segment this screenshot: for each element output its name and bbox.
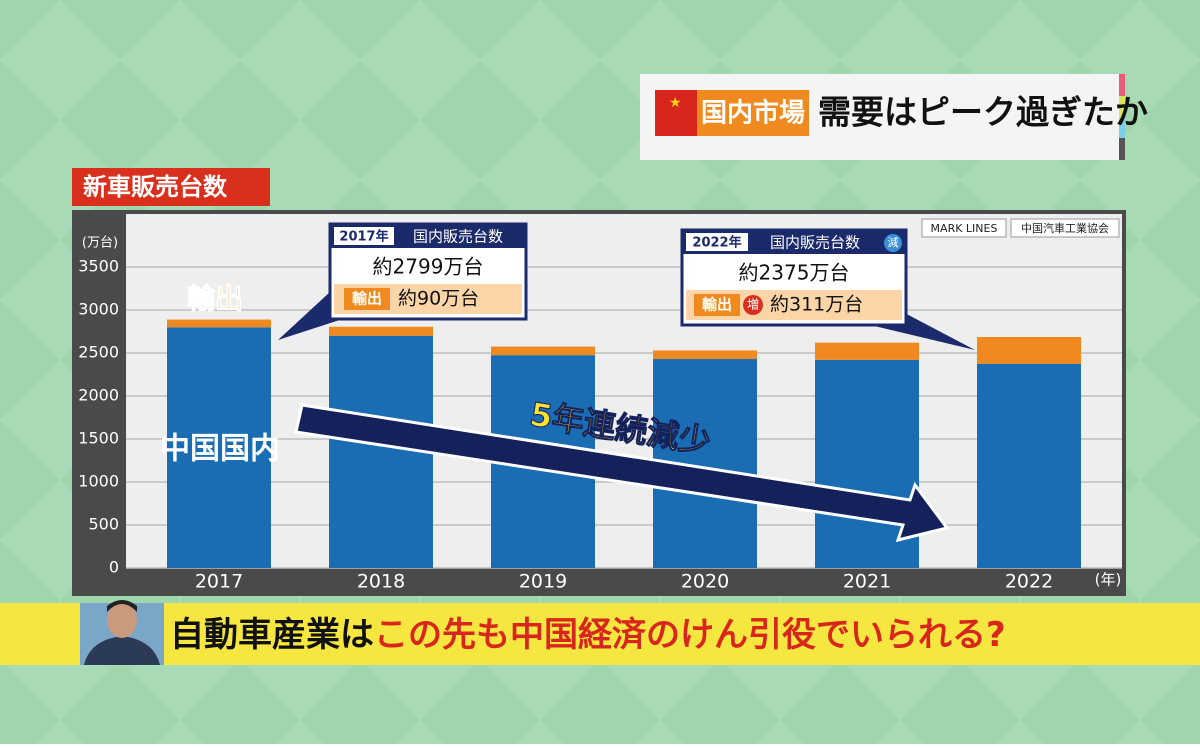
y-unit: (万台) (82, 236, 118, 251)
callout-year: 2017年 (339, 229, 388, 245)
callout-title: 国内販売台数 (770, 234, 860, 252)
bar-segment (815, 342, 919, 360)
legend-label: 中国国内 (160, 432, 280, 467)
callout-export-tag: 輸出 (352, 290, 382, 308)
bar-segment (491, 346, 595, 356)
callout-export: 約90万台 (398, 288, 479, 310)
callout-domestic: 約2799万台 (373, 255, 484, 279)
y-tick-label: 3000 (78, 300, 119, 319)
callout-badge: 減 (888, 235, 899, 249)
source: MARK LINES (931, 222, 998, 235)
bar-segment (329, 335, 433, 568)
callout-export-tag: 輸出 (702, 296, 732, 314)
y-tick-label: 500 (88, 515, 119, 534)
y-tick-label: 0 (109, 558, 119, 577)
caption: 自動車産業はこの先も中国経済のけん引役でいられる? (0, 600, 1200, 665)
legend-label: 輸出 (187, 282, 243, 315)
headline: ★ 国内市場 需要はピーク過ぎたか (640, 74, 1148, 160)
bar-segment (167, 327, 271, 568)
source: 中国汽車工業協会 (1021, 221, 1109, 235)
callout-title: 国内販売台数 (413, 228, 503, 246)
chart-title: 新車販売台数 (83, 173, 228, 201)
x-tick-label: 2019 (519, 571, 567, 593)
y-tick-label: 3500 (78, 257, 119, 276)
x-unit: (年) (1095, 571, 1122, 589)
bar-segment (977, 363, 1081, 568)
y-tick-label: 2000 (78, 386, 119, 405)
x-tick-label: 2018 (357, 571, 405, 593)
source-box (1010, 218, 1120, 238)
source-box (921, 218, 1007, 238)
svg-text:★: ★ (669, 95, 682, 111)
headline-text: 需要はピーク過ぎたか (818, 93, 1148, 132)
callout-year: 2022年 (692, 235, 741, 251)
callout: 2022年 国内販売台数 減 約2375万台 輸出 増 約311万台 (680, 228, 975, 350)
bar-segment (977, 337, 1081, 364)
y-tick-label: 1500 (78, 429, 119, 448)
y-tick-label: 2500 (78, 343, 119, 362)
callout-export: 約311万台 (770, 294, 863, 316)
y-tick-label: 1000 (78, 472, 119, 491)
headline-tag: 国内市場 (701, 98, 805, 129)
x-tick-label: 2021 (843, 571, 891, 593)
x-tick-label: 2017 (195, 571, 243, 593)
callout: 2017年 国内販売台数 約2799万台 輸出 約90万台 (278, 222, 528, 340)
title-tag (72, 168, 270, 206)
plot-area (126, 214, 1122, 568)
x-tick-label: 2020 (681, 571, 729, 593)
callout-export-badge: 増 (747, 298, 759, 312)
bar-segment (653, 350, 757, 360)
bar-segment (167, 319, 271, 328)
bar-segment (329, 326, 433, 336)
callout-domestic: 約2375万台 (739, 261, 850, 285)
x-tick-label: 2022 (1005, 571, 1053, 593)
caption-lead: 自動車産業はこの先も中国経済のけん引役でいられる? (170, 615, 1006, 655)
